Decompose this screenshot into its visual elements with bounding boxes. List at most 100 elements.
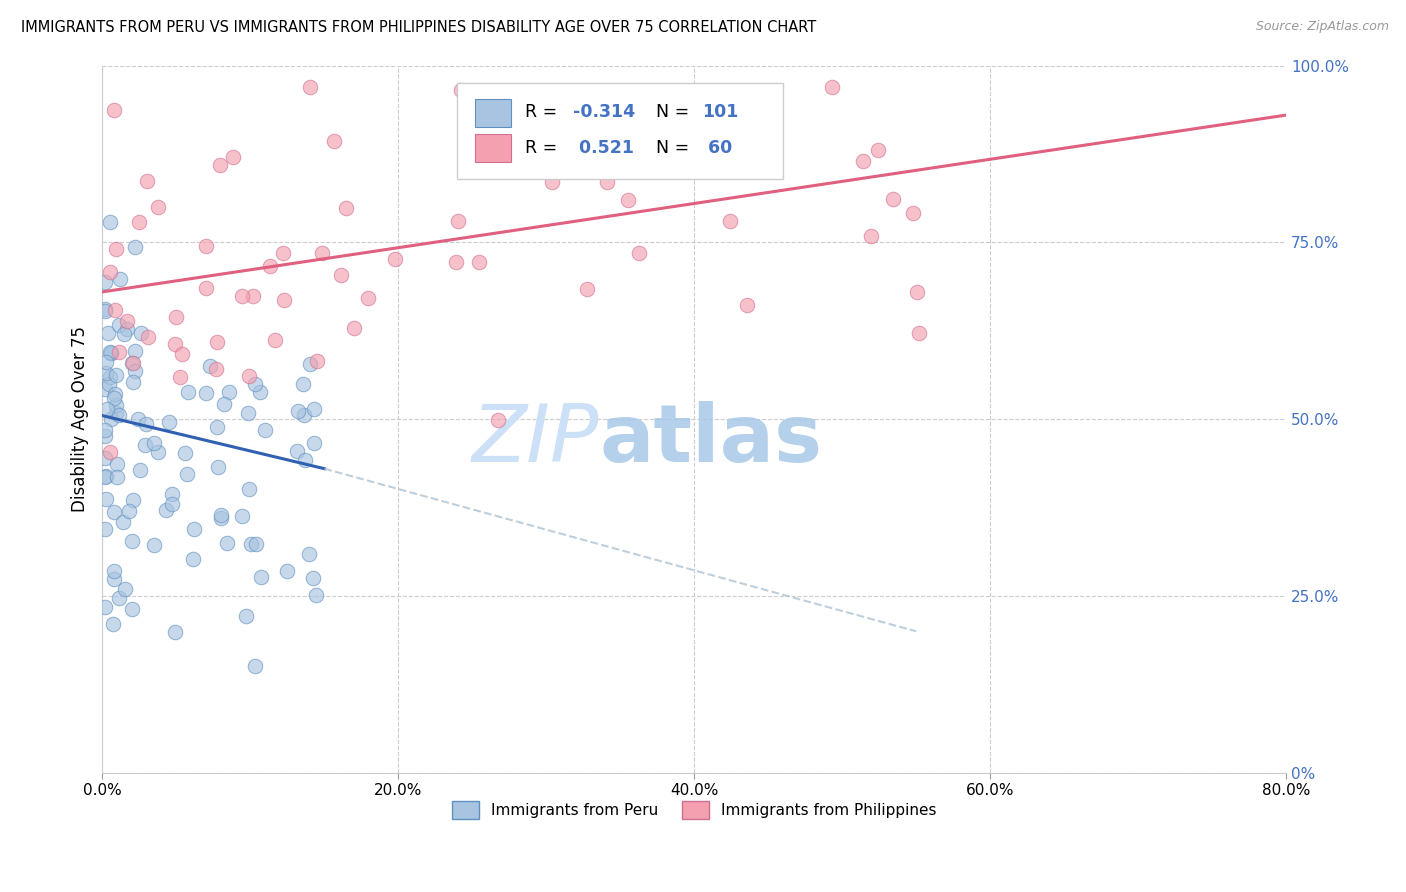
Point <box>103 392 125 406</box>
Point <box>209 158 232 172</box>
Point <box>165 310 187 324</box>
Point <box>616 193 638 207</box>
Point <box>291 377 314 392</box>
Point <box>273 293 295 308</box>
Point <box>323 134 346 148</box>
Point <box>124 344 146 359</box>
Point <box>98 377 121 392</box>
Point <box>108 344 131 359</box>
Point <box>735 298 758 312</box>
Point <box>103 505 125 519</box>
Point <box>302 571 325 585</box>
Point <box>155 503 177 517</box>
Point <box>134 437 156 451</box>
Point <box>882 193 904 207</box>
Point <box>214 397 236 411</box>
Point <box>94 522 117 536</box>
Point <box>146 200 169 214</box>
Point <box>98 215 121 229</box>
Point <box>160 487 183 501</box>
Point <box>287 404 309 418</box>
Point <box>122 493 145 508</box>
Point <box>183 522 205 536</box>
Point <box>112 326 135 341</box>
Point <box>905 285 928 299</box>
Point <box>121 602 143 616</box>
Point <box>115 322 138 336</box>
Point <box>628 246 651 260</box>
Text: N =: N = <box>657 103 695 121</box>
Point <box>311 246 333 260</box>
Point <box>218 384 240 399</box>
Point <box>100 346 122 360</box>
Point <box>105 398 128 412</box>
Point <box>94 451 117 466</box>
Point <box>235 608 257 623</box>
Point <box>146 445 169 459</box>
Point <box>195 281 218 295</box>
Point <box>276 564 298 578</box>
Point <box>342 321 364 335</box>
Point <box>94 382 117 396</box>
FancyBboxPatch shape <box>457 83 783 178</box>
Y-axis label: Disability Age Over 75: Disability Age Over 75 <box>72 326 89 512</box>
Point <box>450 83 472 97</box>
Point <box>250 570 273 584</box>
Point <box>170 347 193 361</box>
Point <box>527 84 550 98</box>
Point <box>302 402 325 417</box>
Point <box>718 214 741 228</box>
Text: 60: 60 <box>703 139 733 157</box>
Text: R =: R = <box>524 139 562 157</box>
Point <box>142 436 165 450</box>
Point <box>94 470 117 484</box>
Text: N =: N = <box>657 139 695 157</box>
Point <box>128 215 150 229</box>
Point <box>908 326 931 340</box>
Text: 101: 101 <box>703 103 740 121</box>
Point <box>142 538 165 552</box>
Point <box>135 417 157 431</box>
Point <box>100 346 122 360</box>
Point <box>302 436 325 450</box>
Point <box>105 470 128 484</box>
Point <box>96 491 118 506</box>
Point <box>127 412 149 426</box>
Point <box>183 552 205 566</box>
Point <box>231 289 253 303</box>
Point <box>103 564 125 578</box>
Text: IMMIGRANTS FROM PERU VS IMMIGRANTS FROM PHILIPPINES DISABILITY AGE OVER 75 CORRE: IMMIGRANTS FROM PERU VS IMMIGRANTS FROM … <box>21 20 817 35</box>
Point <box>103 572 125 586</box>
Point <box>124 240 146 254</box>
Point <box>107 408 129 422</box>
Point <box>868 143 890 157</box>
Point <box>176 467 198 482</box>
Point <box>329 268 352 283</box>
Point <box>205 334 228 349</box>
Point <box>112 515 135 529</box>
Point <box>97 326 120 341</box>
Point <box>94 301 117 316</box>
Point <box>103 103 125 118</box>
Point <box>121 356 143 370</box>
Point <box>468 255 491 269</box>
Point <box>209 508 232 522</box>
Point <box>114 582 136 596</box>
Point <box>259 259 281 273</box>
Point <box>209 511 232 525</box>
Point <box>108 591 131 606</box>
Point <box>94 423 117 437</box>
Point <box>110 272 132 286</box>
FancyBboxPatch shape <box>475 134 510 162</box>
Point <box>122 356 145 370</box>
Point <box>298 79 321 94</box>
Point <box>174 446 197 460</box>
Point <box>94 599 117 614</box>
Point <box>724 127 747 141</box>
Point <box>444 255 467 269</box>
Point <box>121 533 143 548</box>
Point <box>98 370 121 384</box>
Point <box>169 370 191 384</box>
Text: ZIP: ZIP <box>472 401 599 479</box>
Point <box>243 376 266 391</box>
